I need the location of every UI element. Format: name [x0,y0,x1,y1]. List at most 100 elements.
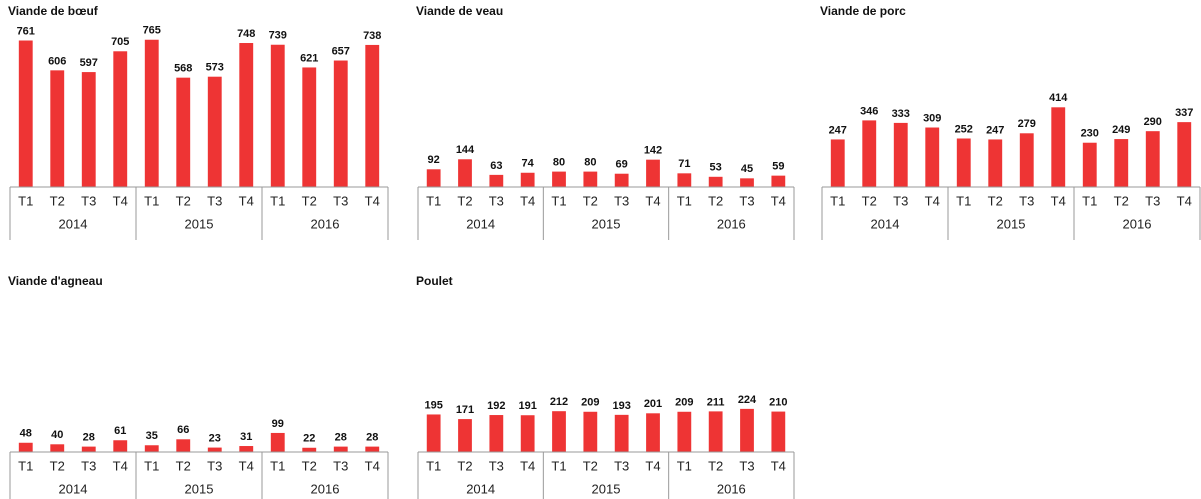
value-label: 621 [300,52,318,64]
x-tick-label: T2 [583,458,598,473]
x-tick-label: T4 [365,458,380,473]
bar [1177,122,1192,187]
x-tick-label: T2 [457,193,472,208]
x-tick-label: T1 [677,193,692,208]
bar [646,413,660,452]
value-label: 144 [456,144,475,156]
value-label: 35 [146,430,158,442]
bar [207,76,222,187]
bar [176,439,191,452]
value-label: 606 [48,55,66,67]
x-tick-label: T4 [520,458,535,473]
x-tick-label: T4 [771,458,786,473]
x-tick-label: T2 [457,458,472,473]
bar [552,171,566,187]
bar [520,415,535,452]
bar [708,411,723,452]
value-label: 66 [177,424,189,436]
group-label: 2016 [311,216,340,231]
group-label: 2016 [1123,216,1152,231]
bar [956,138,971,187]
x-tick-label: T4 [645,458,660,473]
x-tick-label: T2 [1114,193,1129,208]
x-tick-label: T1 [426,458,441,473]
value-label: 249 [1112,124,1130,136]
bar [18,442,33,452]
value-label: 63 [490,160,502,172]
bar [1114,139,1129,187]
chart-title: Viande d'agneau [8,274,103,288]
group-label: 2014 [59,216,88,231]
value-label: 761 [17,25,35,37]
value-label: 195 [424,399,442,411]
bar [50,70,65,187]
x-tick-label: T2 [302,458,317,473]
group-label: 2014 [466,216,495,231]
group-label: 2015 [592,216,621,231]
bar [1082,142,1097,187]
value-label: 191 [518,400,536,412]
chart-title: Poulet [416,274,453,288]
value-label: 92 [428,154,440,166]
value-label: 252 [955,123,973,135]
bar [893,122,908,187]
value-label: 71 [678,158,690,170]
x-tick-label: T4 [1177,193,1192,208]
x-tick-label: T4 [520,193,535,208]
group-label: 2015 [592,481,621,496]
x-tick-label: T4 [113,193,128,208]
x-tick-label: T1 [1082,193,1097,208]
bar [50,444,65,452]
bar [614,414,629,452]
group-label: 2016 [717,216,746,231]
x-tick-label: T1 [270,458,285,473]
value-label: 31 [240,431,252,443]
value-label: 309 [923,112,941,124]
bar [426,414,441,452]
value-label: 142 [644,145,662,157]
value-label: 597 [80,57,98,69]
value-label: 333 [892,108,910,120]
value-label: 171 [456,404,474,416]
x-tick-label: T1 [551,458,566,473]
bar [520,172,535,187]
group-label: 2015 [185,216,214,231]
value-label: 193 [612,400,630,412]
bar [771,411,786,452]
value-label: 748 [237,28,255,40]
chart-title: Viande de veau [416,4,503,18]
x-tick-label: T1 [677,458,692,473]
value-label: 290 [1144,116,1162,128]
x-tick-label: T1 [551,193,566,208]
chart-title: Viande de bœuf [8,4,99,18]
bar [426,169,441,187]
bar [144,39,159,187]
bar [677,411,692,452]
x-tick-label: T4 [113,458,128,473]
x-tick-label: T2 [708,458,723,473]
value-label: 211 [707,396,725,408]
x-tick-label: T4 [645,193,660,208]
x-tick-label: T1 [144,193,159,208]
bar [1145,131,1160,187]
bar [583,411,598,452]
bar [771,175,786,187]
bar [677,173,692,187]
value-label: 346 [860,105,878,117]
group-label: 2014 [871,216,900,231]
x-tick-label: T3 [333,458,348,473]
x-tick-label: T4 [239,193,254,208]
value-label: 209 [675,397,693,409]
x-tick-label: T2 [176,458,191,473]
value-label: 99 [272,418,284,430]
value-label: 739 [269,30,287,42]
x-tick-label: T2 [708,193,723,208]
value-label: 279 [1018,118,1036,130]
value-label: 705 [111,36,129,48]
value-label: 414 [1049,92,1068,104]
x-tick-label: T2 [302,193,317,208]
value-label: 28 [335,432,347,444]
value-label: 210 [769,396,787,408]
x-tick-label: T3 [614,193,629,208]
